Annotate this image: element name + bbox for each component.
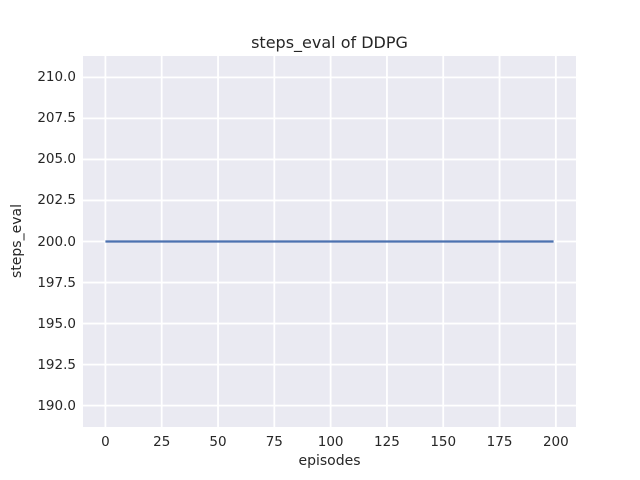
x-tick-label: 25 [153,434,171,450]
x-tick-label: 0 [101,434,110,450]
y-tick-label: 192.5 [37,356,76,373]
x-axis-label: episodes [298,453,361,469]
y-tick-label: 210.0 [37,69,76,86]
y-tick-label: 202.5 [37,192,76,209]
y-tick-label: 205.0 [37,151,76,168]
x-tick-label: 125 [374,434,400,450]
y-tick-label: 200.0 [37,233,76,250]
x-tick-label: 150 [430,434,457,450]
x-tick-label: 100 [317,434,344,450]
x-tick-label: 75 [265,434,283,450]
x-tick-label: 50 [209,434,227,450]
x-tick-label: 200 [542,434,569,450]
chart-title: steps_eval of DDPG [251,33,408,52]
y-tick-label: 197.5 [37,274,76,291]
plot-area [83,56,576,427]
y-axis-label: steps_eval [9,204,25,278]
y-tick-label: 207.5 [37,110,76,127]
x-tick-label: 175 [486,434,513,450]
y-tick-label: 195.0 [37,315,76,332]
y-tick-label: 190.0 [37,397,76,414]
